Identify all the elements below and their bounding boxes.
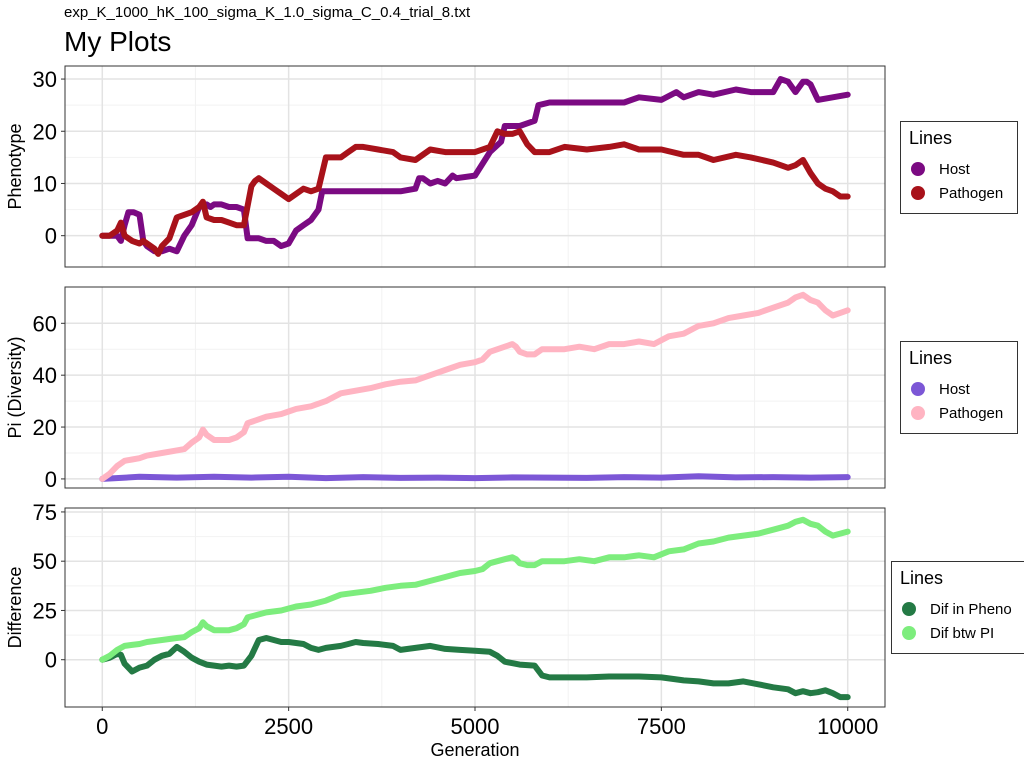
legend-key-icon	[902, 602, 916, 616]
legend-label: Dif in Pheno	[930, 600, 1012, 618]
legend-item-pathogen: Pathogen	[911, 401, 1017, 425]
legend-label: Host	[939, 160, 970, 178]
legend-key-icon	[911, 406, 925, 420]
y-tick-label: 50	[33, 549, 57, 574]
series-line-host	[99, 473, 851, 482]
legend-key-icon	[911, 186, 925, 200]
legend-key-icon	[902, 626, 916, 640]
legend-title: Lines	[909, 348, 953, 368]
legend-key-icon	[911, 382, 925, 396]
y-tick-label: 25	[33, 598, 57, 623]
x-tick-label: 0	[96, 714, 108, 739]
x-tick-label: 5000	[451, 714, 500, 739]
legend-key-icon	[911, 162, 925, 176]
x-tick-label: 10000	[817, 714, 878, 739]
y-axis-title: Phenotype	[5, 123, 25, 209]
y-tick-label: 0	[45, 224, 57, 249]
legend-title: Lines	[909, 128, 953, 148]
legend-difference: Lines Dif in Pheno Dif btw PI	[891, 561, 1024, 654]
y-tick-label: 0	[45, 467, 57, 492]
plot-title: My Plots	[64, 26, 172, 57]
y-tick-label: 20	[33, 119, 57, 144]
x-tick-label: 7500	[637, 714, 686, 739]
y-tick-label: 60	[33, 311, 57, 336]
legend-label: Pathogen	[939, 404, 1004, 422]
y-tick-label: 30	[33, 67, 57, 92]
legend-item-host: Host	[911, 157, 1017, 181]
legend-diversity: Lines Host Pathogen	[900, 341, 1018, 434]
legend-item-dif-in-pheno: Dif in Pheno	[902, 597, 1024, 621]
y-tick-label: 20	[33, 415, 57, 440]
y-tick-label: 10	[33, 171, 57, 196]
series-line-pathogen	[99, 128, 851, 257]
legend-label: Host	[939, 380, 970, 398]
y-axis-title: Pi (Diversity)	[5, 337, 25, 439]
legend-label: Pathogen	[939, 184, 1004, 202]
y-tick-label: 0	[45, 648, 57, 673]
y-tick-label: 40	[33, 363, 57, 388]
legend-label: Dif btw PI	[930, 624, 995, 642]
series-line-host	[99, 76, 851, 255]
legend-item-dif-btw-pi: Dif btw PI	[902, 621, 1024, 645]
series-line-dif-btw-pi	[99, 516, 851, 663]
panel-border	[64, 65, 886, 268]
legend-item-host: Host	[911, 377, 1017, 401]
legend-item-pathogen: Pathogen	[911, 181, 1017, 205]
x-tick-label: 2500	[264, 714, 313, 739]
plot-subtitle: exp_K_1000_hK_100_sigma_K_1.0_sigma_C_0.…	[64, 4, 471, 21]
x-axis-title: Generation	[430, 740, 519, 760]
series-line-pathogen	[99, 291, 851, 482]
legend-title: Lines	[900, 568, 944, 588]
y-axis-title: Difference	[5, 567, 25, 649]
series-line-dif-in-pheno	[99, 635, 851, 701]
panel-border	[64, 286, 886, 489]
y-tick-label: 75	[33, 500, 57, 525]
legend-phenotype: Lines Host Pathogen	[900, 121, 1018, 214]
